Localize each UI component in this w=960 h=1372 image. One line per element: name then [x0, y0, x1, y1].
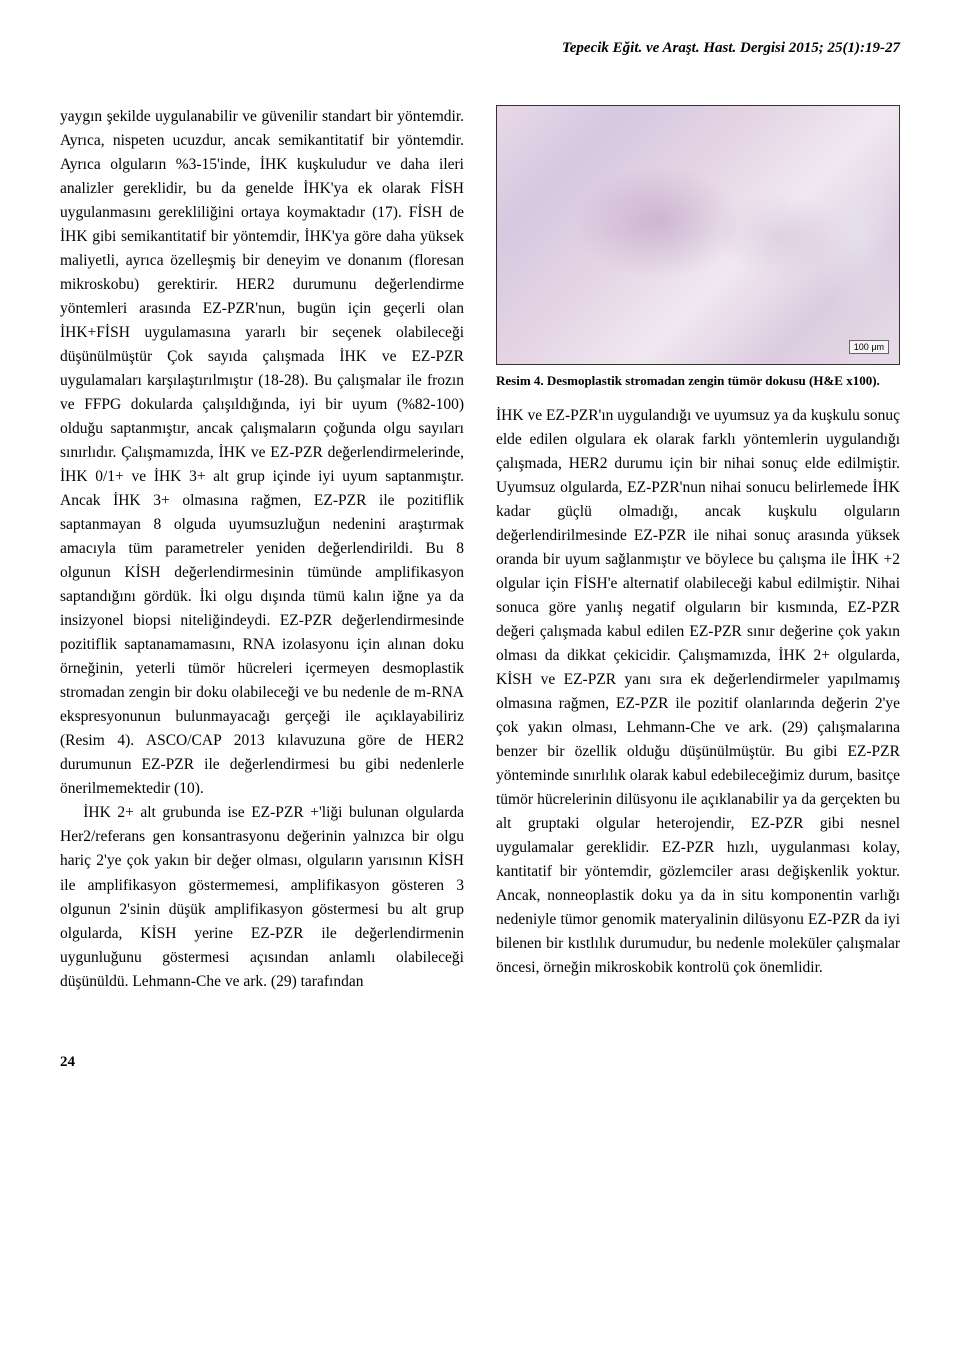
scale-bar-label: 100 μm — [849, 340, 889, 354]
left-paragraph-2: İHK 2+ alt grubunda ise EZ-PZR +'liği bu… — [60, 801, 464, 993]
right-column-text: İHK ve EZ-PZR'ın uygulandığı ve uyumsuz … — [496, 404, 900, 980]
two-column-layout: yaygın şekilde uygulanabilir ve güvenili… — [60, 105, 900, 994]
figure-image: 100 μm — [496, 105, 900, 365]
right-column: 100 μm Resim 4. Desmoplastik stromadan z… — [496, 105, 900, 994]
left-paragraph-1: yaygın şekilde uygulanabilir ve güvenili… — [60, 105, 464, 801]
journal-header: Tepecik Eğit. ve Araşt. Hast. Dergisi 20… — [60, 40, 900, 57]
figure-caption: Resim 4. Desmoplastik stromadan zengin t… — [496, 373, 900, 390]
right-paragraph-1: İHK ve EZ-PZR'ın uygulandığı ve uyumsuz … — [496, 404, 900, 980]
figure-4: 100 μm Resim 4. Desmoplastik stromadan z… — [496, 105, 900, 390]
left-column: yaygın şekilde uygulanabilir ve güvenili… — [60, 105, 464, 994]
page-number: 24 — [60, 1054, 900, 1071]
page-container: Tepecik Eğit. ve Araşt. Hast. Dergisi 20… — [0, 0, 960, 1131]
